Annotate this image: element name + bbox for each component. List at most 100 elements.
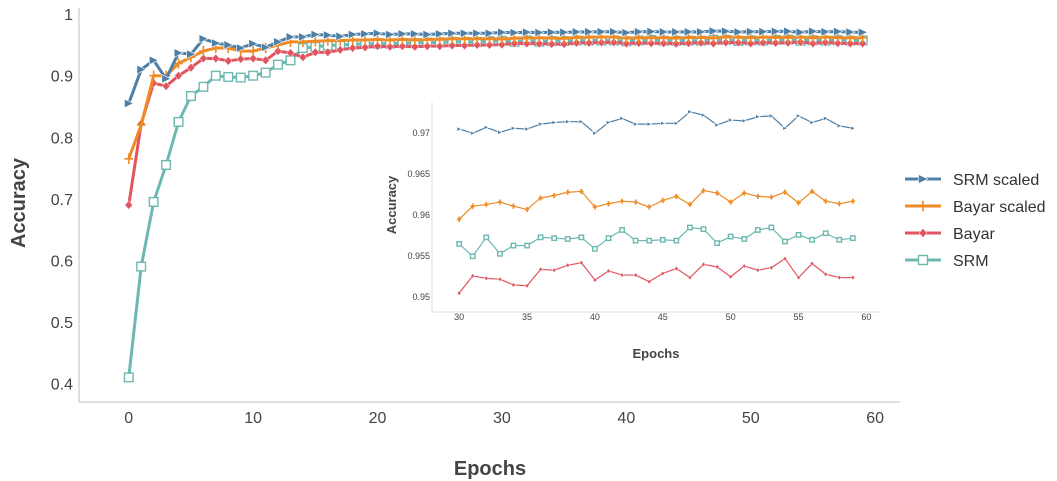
legend-swatch-marker xyxy=(918,228,928,238)
main-data-point xyxy=(709,38,718,49)
main-data-point xyxy=(198,81,209,92)
inset-data-point xyxy=(714,264,720,270)
main-data-point xyxy=(124,200,133,210)
main-data-point xyxy=(484,28,495,39)
main-data-point xyxy=(410,42,420,52)
inset-data-point xyxy=(687,224,693,231)
inset-y-tick-label: 0.95 xyxy=(412,292,430,302)
main-series-bayar xyxy=(124,37,867,210)
main-x-tick-label: 50 xyxy=(742,410,760,427)
main-data-point xyxy=(348,29,359,40)
inset-data-point xyxy=(849,235,856,242)
inset-data-point xyxy=(551,119,558,126)
main-data-point xyxy=(559,39,569,49)
main-data-point xyxy=(186,63,196,73)
main-data-point xyxy=(696,38,706,48)
main-data-point xyxy=(783,38,793,48)
legend-label: SRM xyxy=(953,253,989,270)
main-data-point xyxy=(734,37,743,48)
inset-data-point xyxy=(714,122,721,128)
main-data-point xyxy=(211,38,222,48)
main-data-point xyxy=(410,29,421,39)
inset-data-point xyxy=(578,119,585,125)
inset-data-point xyxy=(524,126,531,132)
inset-data-point xyxy=(701,112,707,118)
main-data-point xyxy=(584,27,595,37)
main-data-point xyxy=(609,26,620,37)
main-y-tick-label: 0.5 xyxy=(51,315,73,332)
legend-label: Bayar scaled xyxy=(953,199,1046,216)
inset-data-point xyxy=(633,121,639,127)
main-data-point xyxy=(261,55,270,66)
main-data-point xyxy=(609,37,619,48)
main-data-point xyxy=(683,27,694,37)
inset-data-point xyxy=(605,235,612,242)
main-data-point xyxy=(746,32,756,43)
main-data-point xyxy=(559,27,570,38)
inset-data-point xyxy=(809,188,815,195)
inset-data-point xyxy=(592,245,598,252)
main-data-point xyxy=(833,32,843,43)
main-data-point xyxy=(199,45,208,57)
main-data-point xyxy=(671,27,682,37)
main-data-point xyxy=(260,67,271,78)
inset-data-point xyxy=(809,236,816,243)
main-x-tick-label: 60 xyxy=(866,410,884,427)
main-data-point xyxy=(497,39,507,50)
main-data-point xyxy=(149,55,160,66)
inset-data-point xyxy=(727,233,734,240)
inset-data-point xyxy=(823,115,829,122)
inset-data-point xyxy=(592,277,598,283)
inset-data-point xyxy=(456,290,462,296)
inset-data-point xyxy=(850,198,856,204)
main-data-point xyxy=(224,56,233,66)
inset-data-point xyxy=(755,193,761,199)
main-data-point xyxy=(136,64,147,75)
main-data-point xyxy=(398,41,407,51)
inset-data-point xyxy=(483,275,489,281)
inset-data-point xyxy=(510,242,517,249)
legend-item-srm: SRM xyxy=(905,253,989,270)
main-data-point xyxy=(534,27,545,38)
inset-data-point xyxy=(836,274,842,281)
inset-data-point xyxy=(469,253,476,260)
main-data-point xyxy=(571,27,583,37)
main-data-point xyxy=(149,70,158,81)
main-data-point xyxy=(211,53,221,64)
inset-data-point xyxy=(742,190,747,196)
inset-data-point xyxy=(511,282,516,288)
inset-data-point xyxy=(579,260,584,266)
main-y-tick-label: 0.8 xyxy=(51,130,73,147)
main-data-point xyxy=(659,38,668,48)
main-data-point xyxy=(123,372,134,383)
main-data-point xyxy=(273,46,283,56)
main-data-point xyxy=(199,53,208,64)
main-data-point xyxy=(447,40,457,51)
main-data-point xyxy=(373,34,382,45)
inset-data-point xyxy=(510,125,517,131)
main-data-point xyxy=(223,40,234,50)
main-data-point xyxy=(335,31,346,42)
main-x-tick-label: 0 xyxy=(124,410,133,427)
main-data-point xyxy=(584,38,594,48)
inset-data-point xyxy=(660,120,666,127)
legend: SRM scaled Bayar scaled Bayar SRM xyxy=(905,172,1046,270)
inset-data-point xyxy=(619,115,626,122)
inset-data-point xyxy=(483,124,490,131)
inset-y-tick-label: 0.96 xyxy=(412,210,430,220)
main-y-ticks: 0.4 0.5 0.6 0.7 0.8 0.9 1 xyxy=(51,7,73,393)
inset-data-point xyxy=(564,236,571,242)
legend-item-srm-scaled: SRM scaled xyxy=(905,172,1039,189)
inset-data-point xyxy=(768,224,775,231)
main-data-point xyxy=(646,32,656,43)
main-data-point xyxy=(372,28,383,39)
main-data-point xyxy=(273,37,284,47)
inset-x-tick-label: 60 xyxy=(861,312,871,322)
main-data-point xyxy=(821,37,830,48)
inset-data-point xyxy=(850,125,856,131)
inset-data-point xyxy=(687,201,693,208)
inset-data-point xyxy=(673,237,680,244)
main-data-point xyxy=(808,26,819,37)
inset-data-point xyxy=(470,130,476,136)
main-data-point xyxy=(336,45,345,55)
